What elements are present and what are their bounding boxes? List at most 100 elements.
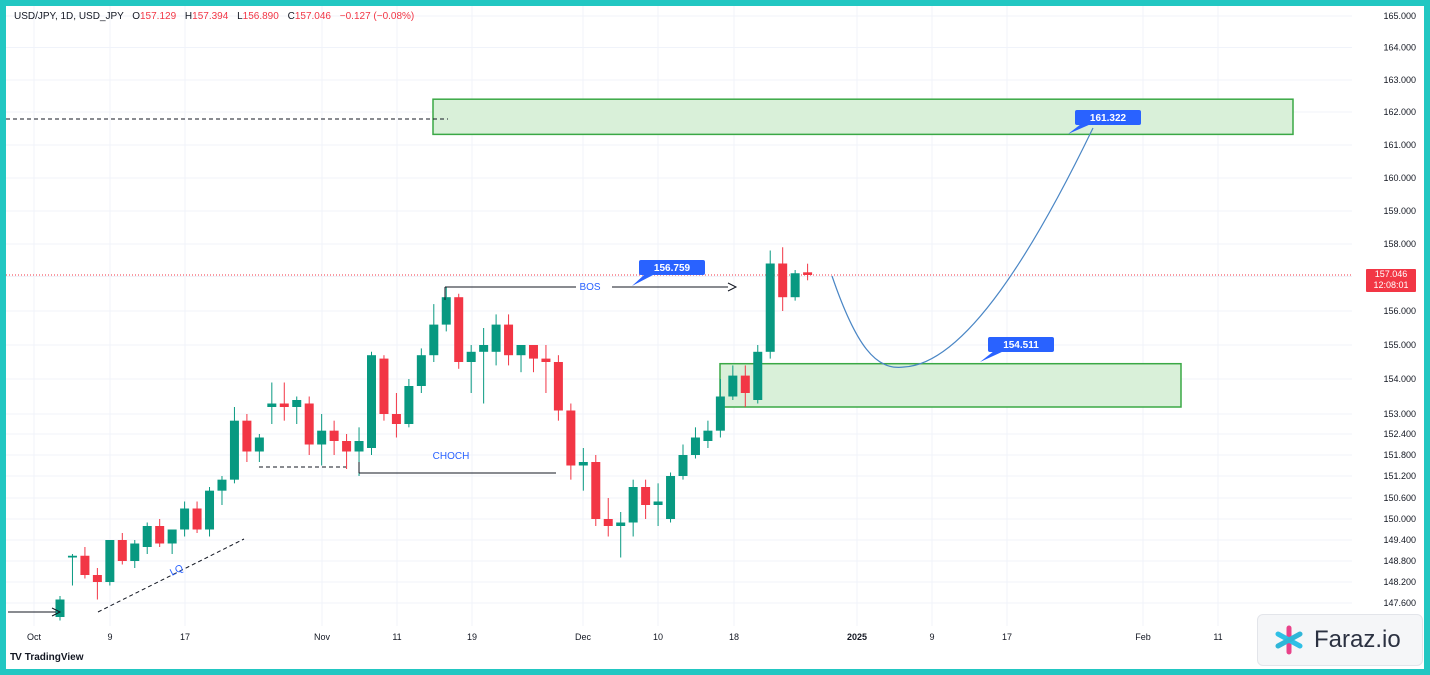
tradingview-text: TradingView <box>24 652 84 663</box>
low-label: L <box>237 11 243 22</box>
candle-body <box>678 455 688 476</box>
candle-body <box>391 414 401 424</box>
open-value: 157.129 <box>139 11 177 22</box>
candle-body <box>367 355 376 448</box>
candle-body <box>404 386 414 424</box>
symbol-legend: USD/JPY, 1D, USD_JPY O157.129 H157.394 L… <box>14 11 420 22</box>
trendline-dashed <box>97 538 245 613</box>
candle <box>740 365 750 407</box>
candle-body <box>342 441 352 452</box>
candle <box>292 396 302 424</box>
candle <box>491 314 501 366</box>
candle-body <box>765 263 775 352</box>
time-tick-label: 9 <box>929 632 934 642</box>
candle <box>541 345 551 393</box>
price-tick-label: 148.800 <box>1383 556 1416 566</box>
candle-body <box>541 358 551 362</box>
candle-body <box>67 555 77 558</box>
candle-body <box>329 430 339 441</box>
candle <box>167 529 177 554</box>
candle-body <box>454 297 464 362</box>
callout-box <box>639 260 705 275</box>
candle-body <box>379 358 389 414</box>
candle <box>367 351 376 455</box>
price-tick-label: 155.000 <box>1383 340 1416 350</box>
price-tick-label: 149.400 <box>1383 535 1416 545</box>
candle <box>603 498 613 537</box>
watermark-text: Faraz.io <box>1314 626 1401 653</box>
candle-body <box>578 462 588 466</box>
candle-body <box>790 273 800 298</box>
time-tick-label: Oct <box>27 632 42 642</box>
candle <box>678 444 688 480</box>
price-tick-label: 165.000 <box>1383 11 1416 21</box>
chart-frame: BOS CHOCH LQ 161.322 156.759 154.511 165.000 16… <box>6 6 1424 669</box>
candle-body <box>92 575 102 582</box>
time-tick-label: Feb <box>1135 632 1151 642</box>
time-tick-label: 18 <box>729 632 739 642</box>
time-axis: Oct 9 17 Nov 11 19 Dec 10 18 2025 9 17 Feb 11 <box>27 632 1223 642</box>
open-label: O <box>132 11 140 22</box>
candle <box>205 487 215 537</box>
candle <box>454 293 464 369</box>
candle-body <box>80 555 90 575</box>
candle <box>591 455 601 526</box>
candle-body <box>703 430 713 441</box>
candle <box>641 479 651 519</box>
candle-body <box>167 529 177 544</box>
price-tick-label: 160.000 <box>1383 173 1416 183</box>
callout-pointer <box>980 351 1004 362</box>
close-label: C <box>287 11 295 22</box>
candle-body <box>641 487 651 505</box>
candle-body <box>117 540 127 561</box>
candle-body <box>242 420 252 452</box>
candle <box>217 476 227 505</box>
price-tick-label: 162.000 <box>1383 107 1416 117</box>
price-tick-label: 164.000 <box>1383 43 1416 53</box>
candle <box>578 448 588 491</box>
annotations: BOS CHOCH LQ <box>8 282 738 617</box>
candle-body <box>304 403 314 445</box>
callout-box <box>988 337 1054 352</box>
candle <box>416 348 426 393</box>
bos-label: BOS <box>579 282 600 293</box>
price-tick-label: 158.000 <box>1383 239 1416 249</box>
lq-label: LQ <box>168 563 185 579</box>
candle-body <box>728 375 738 397</box>
candle <box>566 403 576 480</box>
candle-body <box>267 403 277 407</box>
candle <box>180 501 190 537</box>
time-tick-label: 17 <box>180 632 190 642</box>
candle <box>279 382 289 421</box>
time-tick-label: 10 <box>653 632 663 642</box>
candle <box>690 427 700 459</box>
countdown-value: 12:08:01 <box>1373 280 1409 290</box>
candle <box>55 596 65 621</box>
time-tick-label: 11 <box>1213 632 1222 642</box>
candle <box>441 286 451 332</box>
chart-canvas[interactable]: BOSCHOCHLQ161.322156.759154.511165.00016… <box>6 6 1424 669</box>
price-tick-label: 159.000 <box>1383 206 1416 216</box>
candle <box>778 247 788 311</box>
candle-body <box>778 263 788 298</box>
price-tick-label: 154.000 <box>1383 374 1416 384</box>
time-tick-label: Nov <box>314 632 331 642</box>
candle-body <box>105 540 115 582</box>
tradingview-logo[interactable]: TV TradingView <box>10 652 84 663</box>
candle <box>155 519 165 547</box>
candle-body <box>628 487 638 523</box>
candle-body <box>553 362 563 411</box>
candle <box>504 314 514 366</box>
candle-body <box>229 420 239 480</box>
time-tick-label: 11 <box>392 632 401 642</box>
price-tick-label: 148.200 <box>1383 577 1416 587</box>
candle <box>466 345 476 393</box>
candle-body <box>803 272 813 276</box>
candle <box>329 420 339 455</box>
candle <box>80 547 90 579</box>
candle <box>304 396 314 455</box>
candle-body <box>55 599 65 617</box>
candle <box>317 414 327 466</box>
high-value: 157.394 <box>192 11 229 22</box>
time-tick-label: 2025 <box>847 632 867 642</box>
